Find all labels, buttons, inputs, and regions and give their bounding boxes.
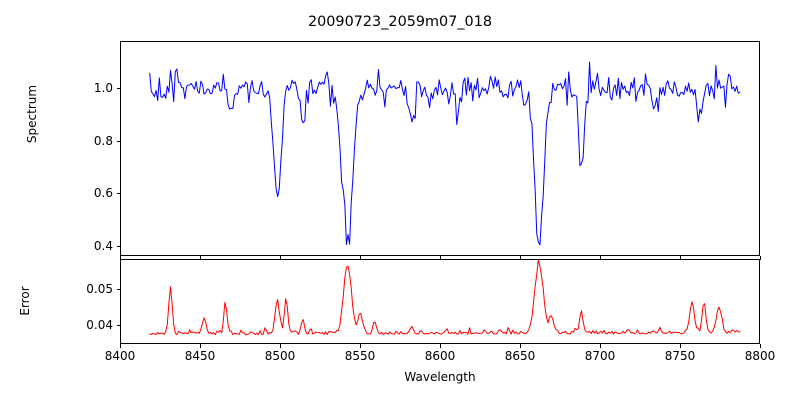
y-tick-label: 0.8	[94, 134, 113, 148]
x-tick-label: 8500	[265, 349, 296, 363]
error-axis-ticks: 0.040.0584008450850085508600865087008750…	[120, 259, 760, 344]
y-tick-mark	[117, 193, 121, 194]
y-tick-label: 0.05	[86, 282, 113, 296]
x-tick-mark	[760, 344, 761, 348]
x-tick-mark	[200, 344, 201, 348]
y-tick-label: 0.04	[86, 318, 113, 332]
x-tick-label: 8450	[185, 349, 216, 363]
x-tick-mark	[280, 344, 281, 348]
matplotlib-figure: 20090723_2059m07_018 0.40.60.81.0 Spectr…	[0, 0, 800, 400]
x-tick-label: 8750	[665, 349, 696, 363]
y-tick-label: 1.0	[94, 81, 113, 95]
y-tick-mark	[117, 88, 121, 89]
x-tick-mark	[120, 344, 121, 348]
x-tick-label: 8600	[425, 349, 456, 363]
x-tick-mark	[520, 344, 521, 348]
x-tick-label: 8400	[105, 349, 136, 363]
y-tick-mark	[117, 325, 121, 326]
x-tick-label: 8800	[745, 349, 776, 363]
y-tick-label: 0.6	[94, 186, 113, 200]
x-tick-mark	[360, 344, 361, 348]
x-tick-label: 8700	[585, 349, 616, 363]
y-tick-label: 0.4	[94, 239, 113, 253]
x-tick-mark	[600, 344, 601, 348]
y-axis-label-error: Error	[18, 271, 32, 331]
y-tick-mark	[117, 289, 121, 290]
page-title: 20090723_2059m07_018	[0, 14, 800, 30]
y-tick-mark	[117, 246, 121, 247]
x-tick-label: 8550	[345, 349, 376, 363]
x-tick-mark	[440, 344, 441, 348]
x-tick-mark	[680, 344, 681, 348]
x-axis-label-wavelength: Wavelength	[120, 370, 760, 384]
y-tick-mark	[117, 141, 121, 142]
spectrum-axis-ticks: 0.40.60.81.0	[120, 41, 760, 256]
y-axis-label-spectrum: Spectrum	[25, 54, 39, 174]
x-tick-label: 8650	[505, 349, 536, 363]
x-tick-mark	[760, 256, 761, 260]
